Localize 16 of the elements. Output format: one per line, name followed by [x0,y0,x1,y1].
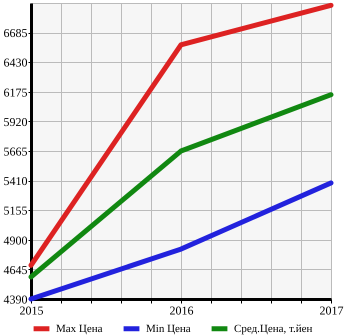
legend-label: Сред.Цена, т.йен [234,322,313,335]
y-tick-label: 5410 [4,174,28,188]
x-tick-label: 2015 [20,304,44,318]
y-tick-label: 6430 [4,56,28,70]
y-tick-label: 4645 [4,262,28,277]
legend-label: Max Цена [56,322,103,335]
y-tick-label: 6685 [4,26,28,40]
y-tick-label: 4900 [4,233,28,248]
x-tick-label: 2016 [170,304,194,318]
y-tick-label: 5155 [4,204,28,218]
y-tick-label: 6175 [4,85,28,100]
y-tick-label: 5665 [4,144,28,158]
legend-label: Min Цена [146,322,191,335]
y-tick-label: 4390 [4,292,28,306]
x-tick-label: 2017 [320,304,344,318]
y-tick-label: 5920 [4,114,28,129]
